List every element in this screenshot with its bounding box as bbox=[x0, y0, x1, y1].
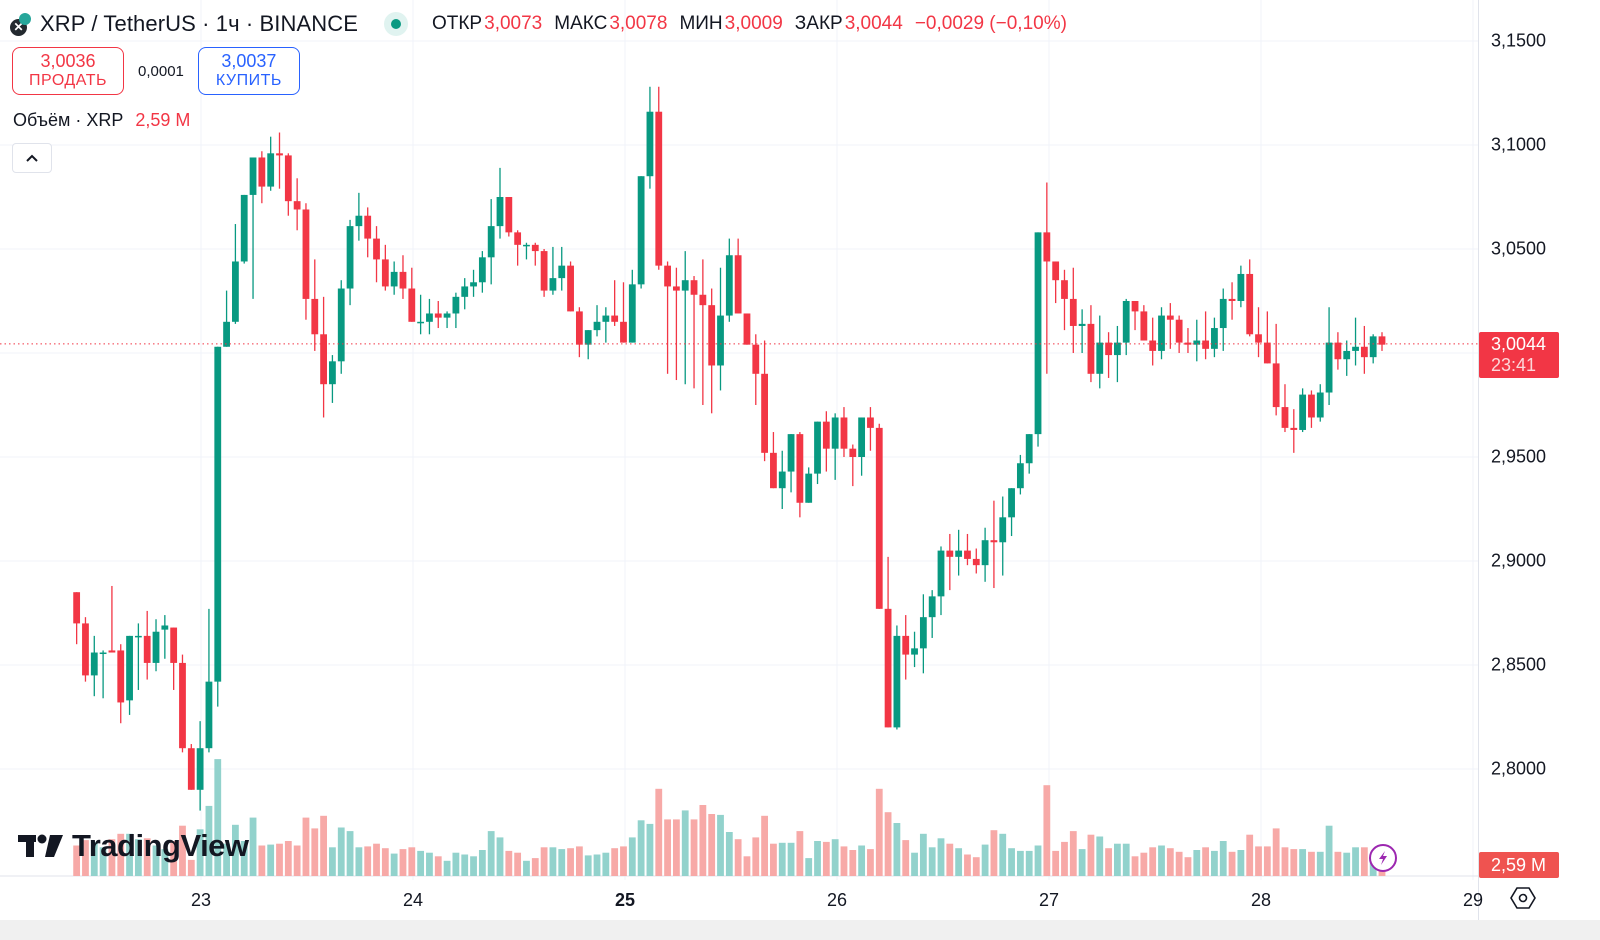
low-value: 3,0009 bbox=[724, 13, 783, 34]
last-price-label: 3,0044 23:41 bbox=[1479, 332, 1559, 378]
ohlc-legend: ОТКР 3,0073 МАКС 3,0078 МИН 3,0009 ЗАКР … bbox=[432, 13, 1079, 35]
high-label: МАКС bbox=[554, 13, 608, 34]
open-label: ОТКР bbox=[431, 13, 483, 34]
buy-label: КУПИТЬ bbox=[215, 72, 282, 89]
price-axis[interactable]: 3,1500 3,1000 3,0500 2,9500 2,9000 2,850… bbox=[1478, 0, 1600, 940]
symbol-title[interactable]: XRP / TetherUS · 1ч · BINANCE bbox=[40, 11, 358, 36]
time-tick: 25 bbox=[614, 890, 636, 910]
volume-legend-value: 2,59 M bbox=[135, 110, 191, 130]
alert-lightning-button[interactable] bbox=[1369, 844, 1397, 872]
chart-settings-button[interactable] bbox=[1509, 884, 1537, 912]
price-tick: 2,9500 bbox=[1491, 446, 1547, 467]
last-price-value: 3,0044 bbox=[1491, 334, 1547, 354]
time-tick: 27 bbox=[1038, 890, 1060, 910]
settings-hexagon-icon bbox=[1510, 887, 1536, 909]
sell-label: ПРОДАТЬ bbox=[29, 72, 107, 89]
chevron-up-icon bbox=[26, 154, 38, 162]
close-value: 3,0044 bbox=[844, 13, 903, 34]
high-value: 3,0078 bbox=[609, 13, 668, 34]
low-label: МИН bbox=[679, 13, 723, 34]
symbol-header: ✕ XRP / TetherUS · 1ч · BINANCE ОТКР 3,0… bbox=[10, 8, 1079, 40]
sell-button[interactable]: 3,0036 ПРОДАТЬ bbox=[12, 47, 124, 95]
price-tick: 2,8000 bbox=[1491, 758, 1547, 779]
open-value: 3,0073 bbox=[484, 13, 543, 34]
tradingview-logo-text: TradingView bbox=[72, 828, 249, 863]
spread-value: 0,0001 bbox=[138, 62, 184, 80]
candlestick-chart[interactable] bbox=[0, 0, 1478, 880]
market-open-status-icon bbox=[383, 12, 408, 36]
buy-button[interactable]: 3,0037 КУПИТЬ bbox=[197, 47, 300, 95]
buy-price: 3,0037 bbox=[221, 51, 277, 71]
tradingview-logo-icon bbox=[18, 834, 63, 857]
change-value: −0,0029 (−0,10%) bbox=[914, 13, 1067, 34]
xrp-coin-icon: ✕ bbox=[10, 13, 32, 36]
bar-countdown: 23:41 bbox=[1491, 355, 1537, 375]
collapse-legend-button[interactable] bbox=[12, 143, 52, 173]
chart-pane[interactable] bbox=[0, 0, 1478, 880]
volume-legend-label: Объём · XRP bbox=[13, 110, 124, 130]
time-tick: 24 bbox=[402, 890, 424, 910]
lightning-icon bbox=[1379, 851, 1387, 865]
price-tick: 2,9000 bbox=[1491, 550, 1547, 571]
time-tick: 26 bbox=[826, 890, 848, 910]
sell-price: 3,0036 bbox=[40, 51, 96, 71]
time-tick: 28 bbox=[1250, 890, 1272, 910]
price-tick: 3,1500 bbox=[1491, 30, 1547, 51]
price-tick: 3,1000 bbox=[1491, 134, 1547, 155]
footer-bar bbox=[0, 920, 1600, 940]
price-tick: 2,8500 bbox=[1491, 654, 1547, 675]
volume-value-tag: 2,59 M bbox=[1479, 852, 1559, 878]
close-label: ЗАКР bbox=[794, 13, 843, 34]
time-tick: 29 bbox=[1462, 890, 1484, 910]
time-axis[interactable]: 23 24 25 26 27 28 29 bbox=[0, 880, 1483, 920]
time-tick: 23 bbox=[190, 890, 212, 910]
volume-legend[interactable]: Объём · XRP 2,59 M bbox=[13, 110, 190, 131]
trade-panel: 3,0036 ПРОДАТЬ 0,0001 3,0037 КУПИТЬ bbox=[12, 47, 300, 95]
price-tick: 3,0500 bbox=[1491, 238, 1547, 259]
tradingview-logo[interactable]: TradingView bbox=[18, 828, 249, 864]
